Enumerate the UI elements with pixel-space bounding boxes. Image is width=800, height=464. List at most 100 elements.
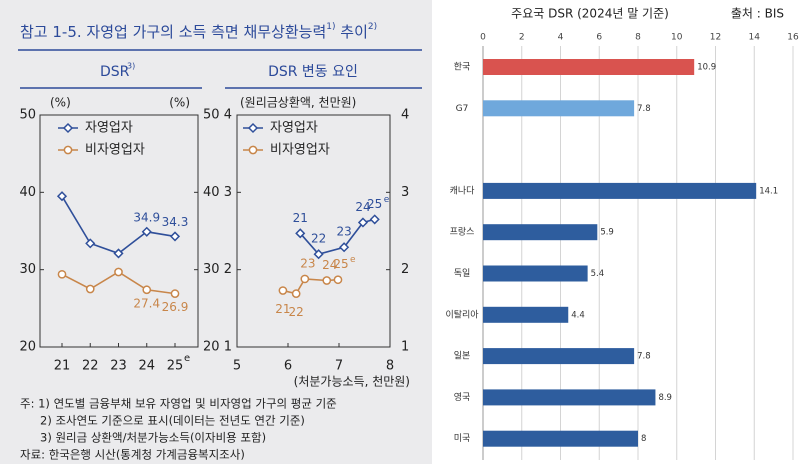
bar bbox=[483, 389, 656, 406]
bar bbox=[483, 265, 588, 282]
y-axis-label: (원리금상환액, 천만원) bbox=[240, 95, 356, 110]
y-tick-label: 영국 bbox=[454, 392, 471, 403]
value-label: 14.1 bbox=[759, 186, 778, 196]
point-label: 24 bbox=[322, 258, 337, 272]
y-tick-label: 4 bbox=[224, 108, 232, 123]
panel-title-note: 3) bbox=[127, 62, 135, 71]
x-tick-label: 6 bbox=[596, 33, 602, 43]
estimate-mark: e bbox=[184, 353, 190, 364]
marker bbox=[85, 238, 96, 249]
x-tick-label: 22 bbox=[82, 359, 99, 374]
marker bbox=[291, 289, 301, 298]
y-tick-label: 1 bbox=[401, 340, 409, 355]
x-tick-label: 12 bbox=[710, 33, 721, 43]
bar bbox=[483, 430, 638, 447]
value-label: 7.8 bbox=[637, 104, 651, 114]
x-tick-label: 7 bbox=[335, 359, 343, 374]
bar bbox=[483, 306, 569, 323]
y-tick-label: 20 bbox=[19, 340, 36, 355]
value-label: 34.9 bbox=[133, 210, 160, 224]
y-tick-label: 30 bbox=[203, 262, 220, 277]
x-tick-label: 16 bbox=[787, 33, 799, 43]
value-label: 5.9 bbox=[600, 228, 614, 238]
y-axis-label: (%) bbox=[169, 96, 190, 110]
value-label: 10.9 bbox=[697, 63, 716, 73]
x-tick-label: 14 bbox=[749, 33, 761, 43]
y-tick-label: 20 bbox=[203, 340, 220, 355]
x-tick-label: 8 bbox=[635, 33, 641, 43]
point-label: 22 bbox=[289, 305, 304, 319]
estimate-mark: e bbox=[350, 255, 356, 265]
x-tick-label: 10 bbox=[671, 33, 683, 43]
y-tick-label: 1 bbox=[224, 340, 232, 355]
marker bbox=[57, 269, 67, 279]
y-tick-label: 3 bbox=[224, 185, 232, 200]
figure-title: 참고 1-5. 자영업 가구의 소득 측면 채무상환능력1) 추이2) bbox=[20, 22, 377, 41]
value-label: 7.8 bbox=[637, 352, 651, 362]
point-label: 21 bbox=[275, 302, 290, 316]
point-label: 24 bbox=[355, 200, 370, 214]
marker bbox=[113, 248, 124, 259]
y-tick-label: 캐나다 bbox=[450, 185, 476, 196]
point-label: 21 bbox=[293, 211, 308, 225]
x-tick-label: 23 bbox=[110, 359, 127, 374]
marker bbox=[142, 285, 152, 295]
title-note: 1) bbox=[326, 22, 335, 32]
y-tick-label: 2 bbox=[224, 262, 232, 277]
bar bbox=[483, 348, 635, 365]
value-label: 4.4 bbox=[571, 310, 585, 320]
title-part: 참고 1-5. 자영업 가구의 소득 측면 채무상환능력 bbox=[20, 23, 326, 41]
point-label: 22 bbox=[311, 232, 326, 246]
x-tick-label: 25 bbox=[167, 359, 184, 374]
left-panel-bg bbox=[0, 0, 432, 464]
x-tick-label: 5 bbox=[233, 359, 241, 374]
x-tick-label: 2 bbox=[519, 33, 525, 43]
y-tick-label: G7 bbox=[456, 104, 469, 114]
marker bbox=[248, 145, 258, 155]
y-tick-label: 미국 bbox=[454, 433, 471, 444]
y-tick-label: 30 bbox=[19, 262, 36, 277]
value-label: 8 bbox=[641, 434, 646, 444]
marker bbox=[170, 289, 180, 298]
marker bbox=[300, 274, 310, 284]
y-tick-label: 40 bbox=[203, 185, 220, 200]
marker bbox=[339, 242, 350, 253]
marker bbox=[333, 275, 343, 285]
marker bbox=[169, 231, 181, 242]
y-tick-label: 한국 bbox=[454, 62, 471, 73]
chart-title: 주요국 DSR (2024년 말 기준) bbox=[511, 7, 669, 21]
x-tick-label: 8 bbox=[386, 359, 394, 374]
y-tick-label: 50 bbox=[203, 108, 220, 123]
marker bbox=[85, 284, 95, 294]
plot-frame bbox=[236, 114, 391, 348]
value-label: 8.9 bbox=[658, 393, 672, 403]
legend-label: 자영업자 bbox=[270, 121, 318, 136]
legend-label: 자영업자 bbox=[85, 121, 133, 136]
legend-label: 비자영업자 bbox=[270, 143, 330, 158]
estimate-mark: e bbox=[384, 195, 390, 205]
value-label: 5.4 bbox=[591, 269, 605, 279]
panel-title: DSR 변동 요인 bbox=[268, 64, 358, 80]
marker bbox=[313, 249, 324, 260]
note: 3) 원리금 상환액/처분가능소득(이자비용 포함) bbox=[40, 431, 266, 445]
source: 자료: 한국은행 시산(통계청 가계금융복지조사) bbox=[20, 448, 245, 462]
panel-title: DSR bbox=[100, 64, 130, 80]
y-tick-label: 독일 bbox=[454, 268, 471, 279]
x-tick-label: 24 bbox=[138, 359, 155, 374]
chart-source: 출처 : BIS bbox=[731, 7, 784, 21]
y-tick-label: 프랑스 bbox=[450, 226, 475, 238]
bar bbox=[483, 100, 635, 117]
point-label: 25 bbox=[333, 257, 348, 271]
point-label: 25 bbox=[367, 197, 382, 211]
y-tick-label: 4 bbox=[401, 108, 409, 123]
marker bbox=[141, 226, 152, 237]
marker bbox=[322, 276, 332, 285]
bar bbox=[483, 182, 757, 199]
marker bbox=[114, 267, 123, 277]
value-label: 26.9 bbox=[162, 300, 189, 314]
x-tick-label: 4 bbox=[558, 33, 564, 43]
value-label: 34.3 bbox=[162, 215, 189, 229]
note: 주: 1) 연도별 금융부채 보유 자영업 및 비자영업 가구의 평균 기준 bbox=[20, 397, 337, 411]
y-tick-label: 2 bbox=[401, 262, 409, 277]
